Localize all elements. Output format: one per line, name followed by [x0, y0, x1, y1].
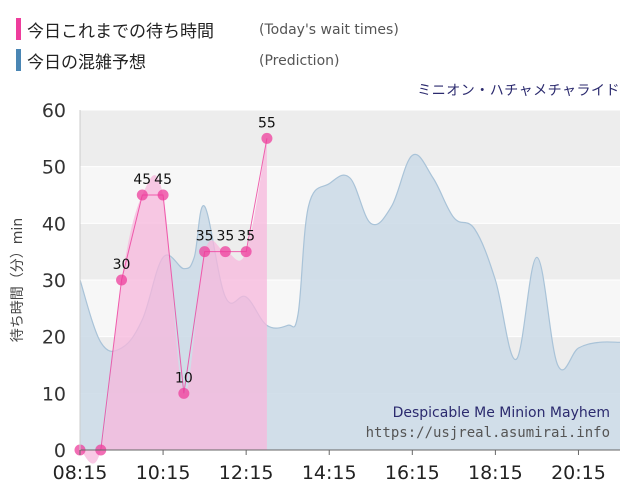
data-label: 45: [133, 172, 151, 188]
legend-today: 今日これまでの待ち時間: [16, 16, 214, 42]
today-area: [80, 138, 267, 464]
today-point: [178, 387, 190, 399]
plot-band: [80, 110, 620, 167]
y-tick-label: 0: [54, 440, 66, 462]
watermark-attraction: Despicable Me Minion Mayhem: [393, 405, 610, 421]
legend-prediction-swatch: [16, 49, 21, 71]
x-tick-label: 08:15: [53, 462, 108, 484]
legend-prediction-note: (Prediction): [259, 53, 340, 69]
legend-today-swatch: [16, 18, 21, 40]
x-tick-label: 20:15: [551, 462, 606, 484]
y-tick-label: 40: [42, 213, 66, 235]
x-tick-label: 16:15: [385, 462, 440, 484]
x-tick-label: 18:15: [468, 462, 523, 484]
legend-prediction-label: 今日の混雑予想: [27, 52, 146, 73]
today-point: [136, 189, 148, 201]
data-label: 10: [175, 370, 193, 386]
legend-today-label: 今日これまでの待ち時間: [27, 21, 214, 42]
data-label: 55: [258, 115, 276, 131]
today-point: [219, 246, 231, 258]
x-tick-label: 12:15: [219, 462, 274, 484]
y-tick-label: 50: [42, 157, 66, 179]
today-point: [261, 132, 273, 144]
legend-prediction: 今日の混雑予想: [16, 47, 146, 73]
prediction-line: [79, 153, 621, 371]
today-line: [80, 138, 268, 451]
y-tick-label: 60: [42, 100, 66, 122]
legend-today-note: (Today's wait times): [259, 22, 399, 38]
x-tick-label: 10:15: [136, 462, 191, 484]
y-tick-label: 10: [42, 383, 66, 405]
today-point: [240, 246, 252, 258]
data-label: 35: [196, 229, 214, 245]
y-tick-label: 20: [42, 327, 66, 349]
data-label: 30: [113, 257, 131, 273]
today-point: [199, 246, 211, 258]
data-label: 45: [154, 172, 172, 188]
y-axis-title: 待ち時間（分）min: [10, 218, 26, 342]
data-label: 35: [216, 229, 234, 245]
attraction-name-jp: ミニオン・ハチャメチャライド: [417, 83, 620, 99]
today-point: [157, 189, 169, 201]
x-tick-label: 14:15: [302, 462, 357, 484]
data-label: 35: [237, 229, 255, 245]
y-tick-label: 30: [42, 270, 66, 292]
watermark-url: https://usjreal.asumirai.info: [366, 425, 610, 441]
today-point: [116, 274, 128, 286]
